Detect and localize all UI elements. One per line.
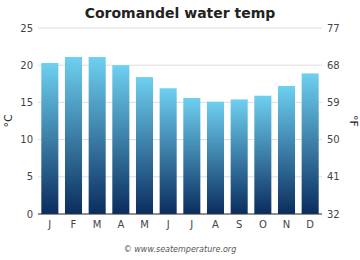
bar	[278, 86, 295, 214]
bar	[112, 65, 129, 214]
bar	[183, 98, 200, 214]
x-tick-label: F	[71, 219, 77, 230]
x-tick-label: J	[189, 219, 193, 230]
y2-tick-label: 41	[327, 171, 340, 182]
x-axis-line	[38, 214, 322, 215]
y-axis-label: °C	[2, 114, 15, 128]
y-tick-label: 15	[20, 97, 33, 108]
x-tick-label: S	[236, 219, 242, 230]
y-tick-label: 25	[20, 23, 33, 34]
x-tick-label: M	[140, 219, 149, 230]
y2-axis-label: °F	[347, 115, 360, 127]
y-tick-label: 10	[20, 134, 33, 145]
bar	[136, 77, 153, 214]
watermark: © www.seatemperature.org	[124, 245, 236, 254]
bar	[302, 73, 319, 214]
y2-tick-label: 50	[327, 134, 340, 145]
y2-tick-label: 59	[327, 97, 340, 108]
x-tick-label: J	[166, 219, 170, 230]
x-tick-label: O	[259, 219, 267, 230]
grid-line	[38, 214, 322, 215]
x-tick-label: A	[117, 219, 124, 230]
chart: 0 5 10 15 20 25 32 41 50 59 68 77 J F M A M J J A S O N D °C °F Co…	[0, 0, 360, 260]
x-tick-label: J	[47, 219, 51, 230]
y-tick-label: 5	[27, 171, 33, 182]
bar	[231, 99, 248, 214]
bar	[89, 57, 106, 214]
y2-tick-label: 32	[327, 209, 340, 220]
y2-tick-label: 77	[327, 23, 340, 34]
bar	[207, 102, 224, 214]
bar	[160, 88, 177, 214]
bar	[41, 63, 58, 214]
x-tick-label: N	[283, 219, 290, 230]
grid-line	[38, 28, 322, 29]
x-tick-label: D	[306, 219, 314, 230]
x-tick-label: M	[93, 219, 102, 230]
x-tick-label: A	[212, 219, 219, 230]
bar	[254, 96, 271, 214]
y2-tick-label: 68	[327, 60, 340, 71]
bars	[41, 57, 318, 214]
y-tick-label: 20	[20, 60, 33, 71]
y-tick-label: 0	[27, 209, 33, 220]
bar	[65, 57, 82, 214]
title: Coromandel water temp	[85, 5, 276, 21]
